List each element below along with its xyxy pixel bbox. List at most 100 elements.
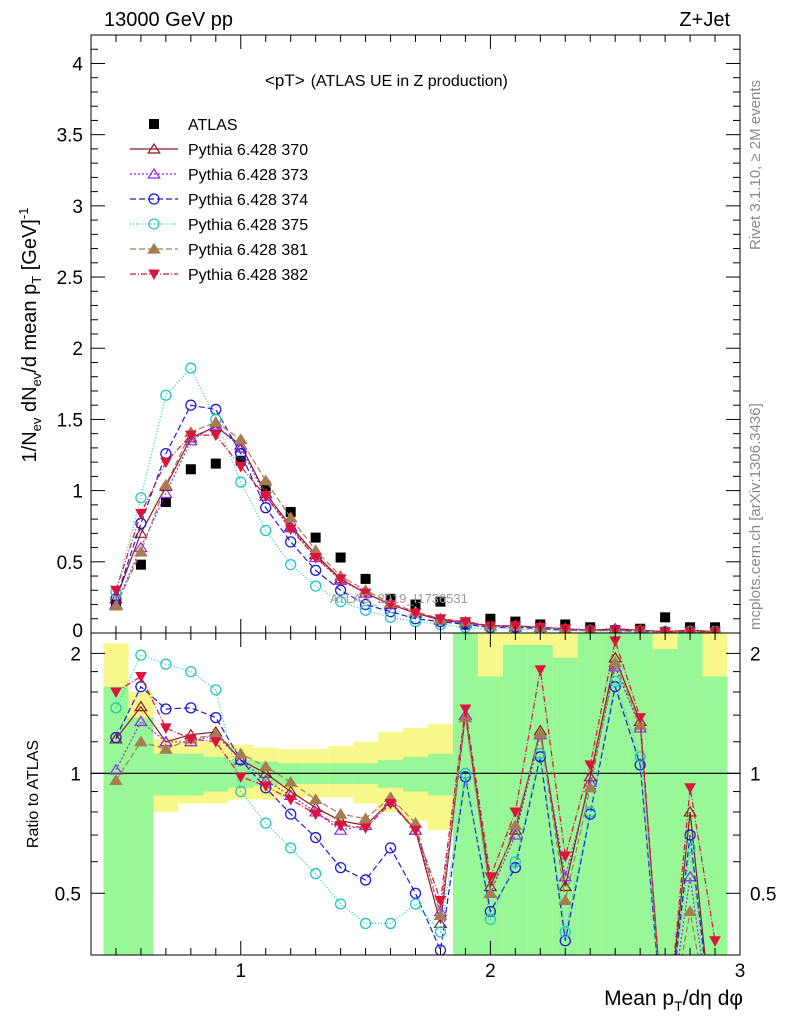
legend-entry-s382: Pythia 6.428 382 [130, 267, 308, 284]
main-point-s382 [334, 574, 347, 585]
main-point-s382 [284, 524, 297, 536]
legend-entry-s374: Pythia 6.428 374 [130, 192, 308, 209]
ratio-point-s381 [608, 656, 623, 667]
ratio-point-s375 [110, 702, 122, 714]
main-point-s382 [234, 461, 247, 473]
main-point-data [210, 458, 221, 469]
ratio-band-inner [128, 717, 154, 955]
ratio-point-s375 [235, 785, 247, 798]
ratio-band-inner [403, 756, 428, 792]
ratio-point-s382 [434, 895, 447, 907]
main-y-tick-label: 2 [72, 339, 83, 360]
ratio-point-s382 [110, 687, 122, 699]
ratio-point-s375 [484, 913, 497, 926]
main-point-data [435, 596, 446, 607]
ratio-plot-area [91, 633, 740, 955]
legend-marker-s381 [147, 242, 161, 254]
main-point-s382 [110, 585, 122, 597]
ratio-point-s381 [233, 747, 248, 759]
main-point-s375 [160, 389, 172, 401]
ratio-point-s374 [359, 874, 372, 886]
ratio-point-s373 [558, 870, 573, 882]
main-title-suffix: (ATLAS UE in Z production) [311, 73, 508, 90]
main-title-main: <pT> [265, 71, 305, 90]
ratio-point-s382 [359, 823, 372, 834]
main-point-s375 [235, 476, 247, 488]
ratio-point-s382 [209, 737, 222, 748]
ratio-point-s381 [508, 819, 523, 831]
ratio-point-s381 [333, 808, 348, 819]
ratio-point-s382 [384, 799, 397, 810]
legend-label-s381: Pythia 6.428 381 [188, 242, 308, 259]
ratio-point-s370 [258, 767, 273, 778]
main-point-s375 [310, 580, 322, 592]
ratio-y-tick-label-right: 1 [750, 764, 761, 785]
legend-label-s375: Pythia 6.428 375 [188, 217, 308, 234]
ratio-point-s375 [509, 856, 521, 868]
ratio-point-s381 [583, 781, 598, 793]
ratio-point-s375 [584, 806, 596, 818]
main-plot-area [109, 362, 721, 633]
legend-marker-data [149, 119, 159, 129]
ratio-series-s375 [110, 649, 704, 955]
main-point-s373 [184, 434, 198, 446]
main-y-tick-label-zero: 0 [72, 621, 83, 642]
ratio-point-s375 [459, 767, 472, 779]
main-y-tick-label: 3.5 [57, 126, 83, 147]
ratio-band-inner [203, 756, 229, 792]
main-point-s374 [310, 564, 322, 577]
ratio-point-s375 [609, 675, 621, 688]
ratio-point-s375 [384, 917, 397, 930]
ratio-point-s374 [285, 808, 297, 820]
ratio-point-s373 [134, 715, 148, 726]
main-point-s382 [459, 617, 472, 628]
ratio-band-inner [702, 676, 728, 955]
ratio-point-s382 [234, 772, 247, 783]
ratio-point-s382 [559, 851, 572, 863]
main-point-s381 [233, 433, 248, 444]
legend-label-s382: Pythia 6.428 382 [188, 267, 308, 284]
main-point-s382 [184, 430, 197, 442]
ratio-band-inner [153, 753, 179, 796]
ratio-point-s375 [634, 751, 646, 763]
main-y-tick-label: 2.5 [57, 268, 83, 289]
main-point-s375 [334, 596, 347, 608]
main-point-s382 [384, 600, 397, 611]
ratio-point-s381 [483, 887, 498, 898]
ratio-point-s382 [684, 783, 696, 794]
main-point-s381 [109, 599, 123, 611]
ratio-point-s382 [334, 820, 347, 832]
main-point-s374 [260, 502, 272, 514]
ratio-y-tick-label: 2 [70, 644, 81, 665]
ratio-band-inner [103, 686, 129, 955]
ratio-point-s374 [559, 935, 571, 947]
ratio-point-s382 [309, 809, 322, 821]
ratio-point-s375 [260, 817, 272, 829]
ratio-point-s382 [709, 936, 721, 947]
legend-label-s373: Pythia 6.428 373 [188, 167, 308, 184]
legend-marker-s382 [148, 269, 160, 281]
main-point-s374 [334, 584, 347, 596]
main-point-data [660, 612, 671, 623]
ratio-point-s373 [233, 753, 248, 765]
rivet-label: Rivet 3.1.10, ≥ 2M events [747, 80, 764, 250]
ratio-band-inner [178, 753, 204, 796]
ratio-point-s381 [283, 776, 298, 787]
ratio-point-s382 [459, 704, 472, 716]
main-point-s374 [285, 536, 297, 548]
main-y-tick-label: 1.5 [57, 410, 83, 431]
watermark: ATLAS_2019_I1736531 [330, 591, 468, 606]
ratio-y-tick-label: 1 [70, 764, 81, 785]
ratio-point-s382 [259, 781, 272, 792]
ratio-point-s373 [109, 763, 123, 775]
ratio-point-s374 [534, 751, 546, 763]
ratio-point-s382 [184, 734, 197, 745]
ratio-point-s375 [160, 658, 172, 670]
legend-marker-s375 [148, 218, 160, 230]
ratio-point-s381 [258, 760, 273, 772]
ratio-point-s374 [210, 711, 222, 724]
ratio-point-s374 [334, 861, 347, 874]
main-point-s374 [185, 399, 197, 411]
header-left: 13000 GeV pp [104, 9, 233, 31]
